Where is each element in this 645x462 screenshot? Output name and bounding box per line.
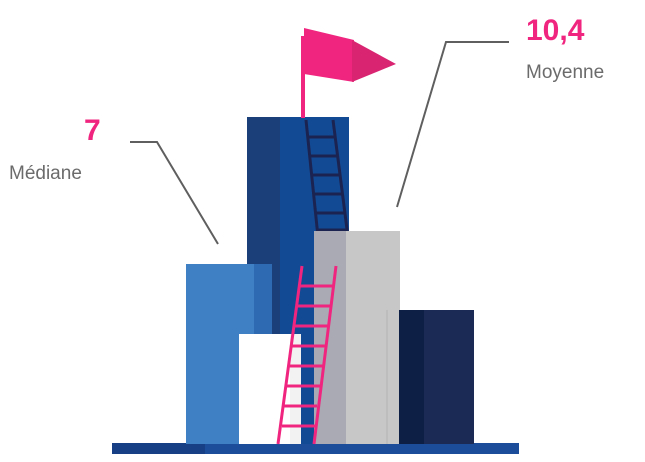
ground-strip <box>112 443 519 454</box>
flag-pole <box>301 36 305 118</box>
white-block-shade <box>290 334 301 444</box>
flag-tip <box>352 40 396 82</box>
ground-strip-shade <box>112 443 205 454</box>
mean-callout-line <box>396 41 509 208</box>
median-callout-line <box>130 141 219 245</box>
median-label: Médiane <box>9 163 82 184</box>
dark-ladder-icon <box>304 119 350 238</box>
median-value: 7 <box>84 114 101 147</box>
mean-label: Moyenne <box>526 62 605 83</box>
mean-value: 10,4 <box>526 14 585 47</box>
flag-icon <box>304 28 354 82</box>
navy-column-shade <box>399 310 424 444</box>
pink-ladder-icon <box>276 265 338 445</box>
